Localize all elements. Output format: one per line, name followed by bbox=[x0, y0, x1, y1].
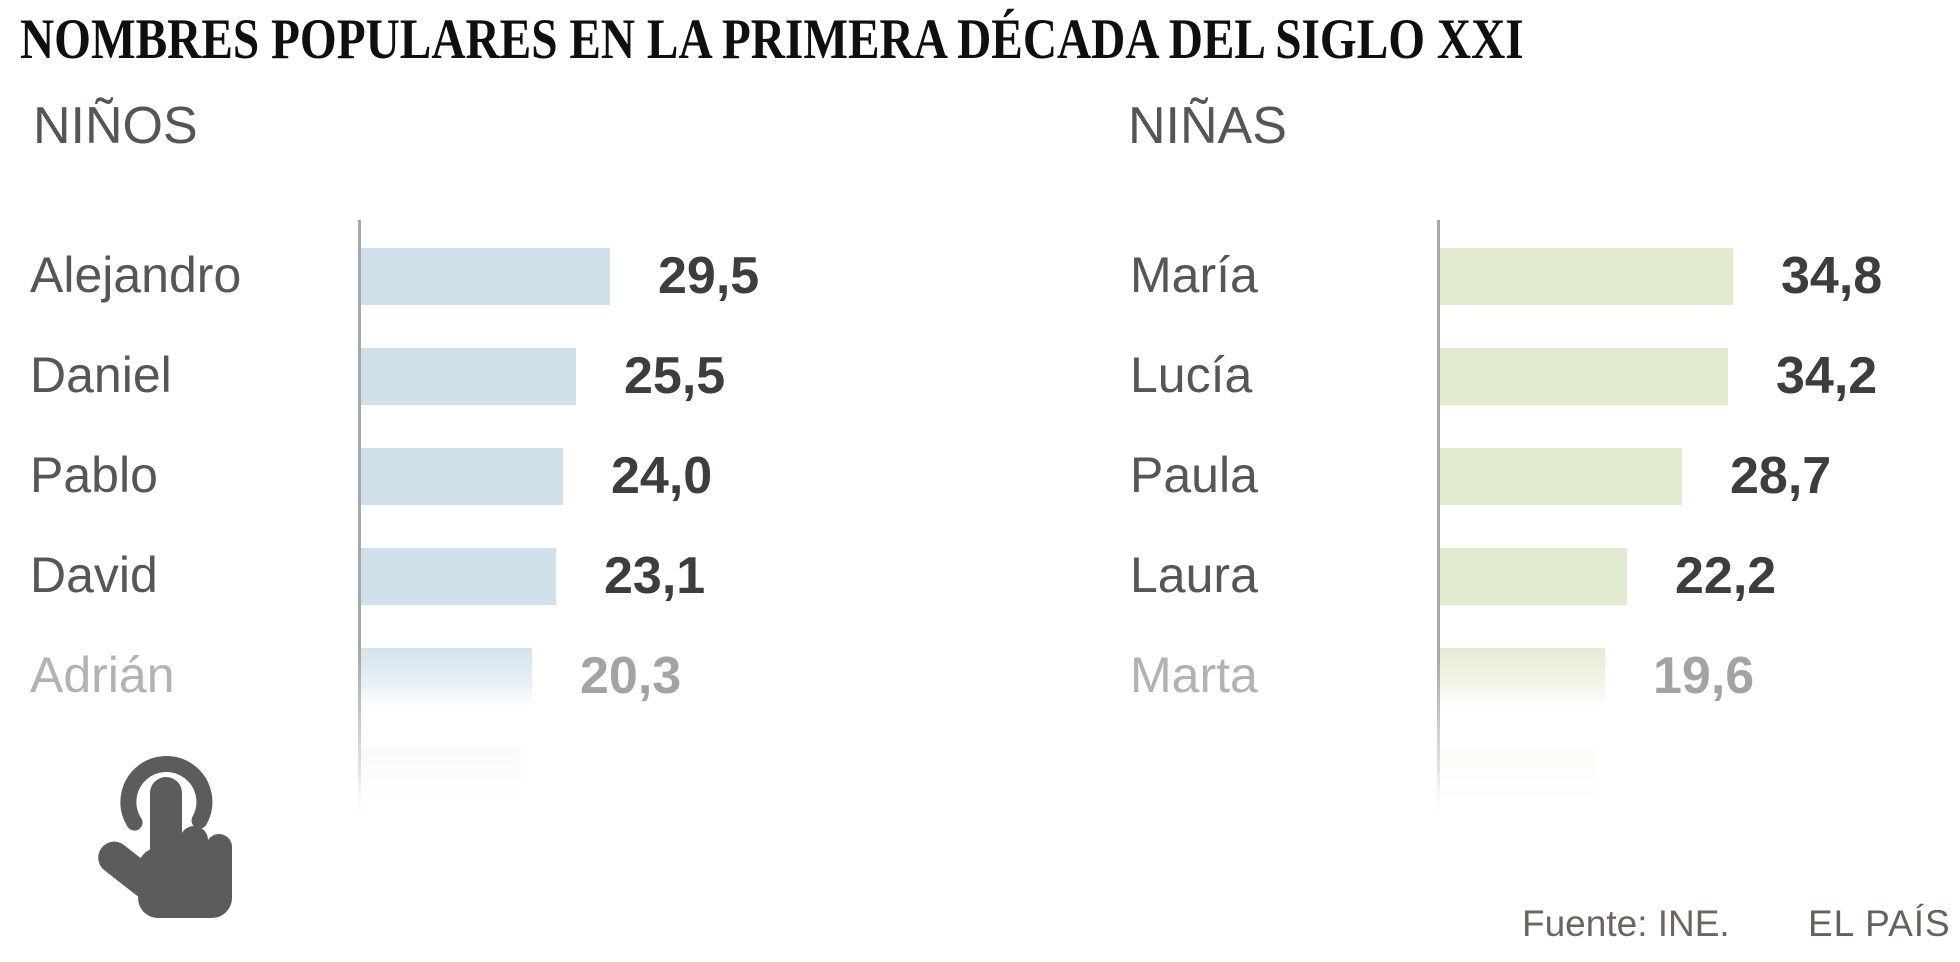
boys-axis-line bbox=[358, 220, 361, 825]
bar-value: 34,2 bbox=[1776, 347, 1878, 405]
bar-label: Paula bbox=[1130, 446, 1258, 503]
tap-hand-icon-svg bbox=[98, 755, 232, 918]
bar-value: 23,1 bbox=[604, 547, 706, 605]
brand-logo: EL PAÍS bbox=[1808, 903, 1951, 944]
bar-row: Laura 22,2 bbox=[1130, 526, 1960, 626]
bar bbox=[361, 647, 532, 705]
bar-label: Pablo bbox=[30, 446, 158, 503]
cutoff-bar bbox=[361, 747, 521, 805]
bar-label: Alejandro bbox=[30, 246, 242, 303]
bar-value: 20,3 bbox=[580, 647, 682, 705]
tap-hand-icon[interactable] bbox=[78, 750, 246, 935]
bar-label: David bbox=[30, 546, 158, 603]
bar-row-cutoff bbox=[1130, 726, 1960, 826]
bar bbox=[361, 547, 556, 605]
bar bbox=[1440, 647, 1605, 705]
bar-value: 22,2 bbox=[1675, 547, 1777, 605]
bar-row: Lucía 34,2 bbox=[1130, 326, 1960, 426]
bar-row: Paula 28,7 bbox=[1130, 426, 1960, 526]
cutoff-bar bbox=[1440, 747, 1596, 805]
bar-label: Marta bbox=[1130, 646, 1258, 703]
bar-label: María bbox=[1130, 246, 1258, 303]
bar-row-faded: Adrián 20,3 bbox=[30, 626, 920, 726]
bar bbox=[1440, 547, 1627, 605]
bar bbox=[361, 447, 563, 505]
bar-value: 19,6 bbox=[1653, 647, 1755, 705]
bar bbox=[1440, 447, 1682, 505]
girls-axis-line bbox=[1437, 220, 1440, 825]
bar-row: Pablo 24,0 bbox=[30, 426, 920, 526]
bar-row: David 23,1 bbox=[30, 526, 920, 626]
bar-value: 34,8 bbox=[1781, 247, 1883, 305]
bar-label: Adrián bbox=[30, 646, 175, 703]
bar bbox=[361, 347, 576, 405]
bar bbox=[361, 247, 610, 305]
page-title: NOMBRES POPULARES EN LA PRIMERA DÉCADA D… bbox=[20, 8, 1524, 71]
bar-value: 29,5 bbox=[658, 247, 760, 305]
girls-bar-chart[interactable]: María 34,8 Lucía 34,2 Paula 28,7 Laura 2… bbox=[1130, 180, 1960, 852]
bar-row-faded: Marta 19,6 bbox=[1130, 626, 1960, 726]
chart-heading-boys: NIÑOS bbox=[33, 97, 198, 155]
bar-label: Lucía bbox=[1130, 346, 1253, 403]
bar-value: 24,0 bbox=[611, 447, 713, 505]
source-credit: Fuente: INE. bbox=[1522, 903, 1730, 944]
bar bbox=[1440, 247, 1733, 305]
bar-label: Laura bbox=[1130, 546, 1258, 603]
bar-value: 25,5 bbox=[624, 347, 726, 405]
bar-value: 28,7 bbox=[1730, 447, 1832, 505]
bar-label: Daniel bbox=[30, 346, 172, 403]
bar-row: Daniel 25,5 bbox=[30, 326, 920, 426]
chart-heading-girls: NIÑAS bbox=[1128, 97, 1287, 155]
bar-row: María 34,8 bbox=[1130, 226, 1960, 326]
bar-row: Alejandro 29,5 bbox=[30, 226, 920, 326]
bar bbox=[1440, 347, 1728, 405]
